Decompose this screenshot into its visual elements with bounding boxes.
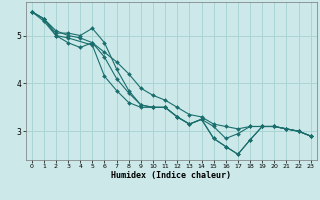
X-axis label: Humidex (Indice chaleur): Humidex (Indice chaleur) — [111, 171, 231, 180]
